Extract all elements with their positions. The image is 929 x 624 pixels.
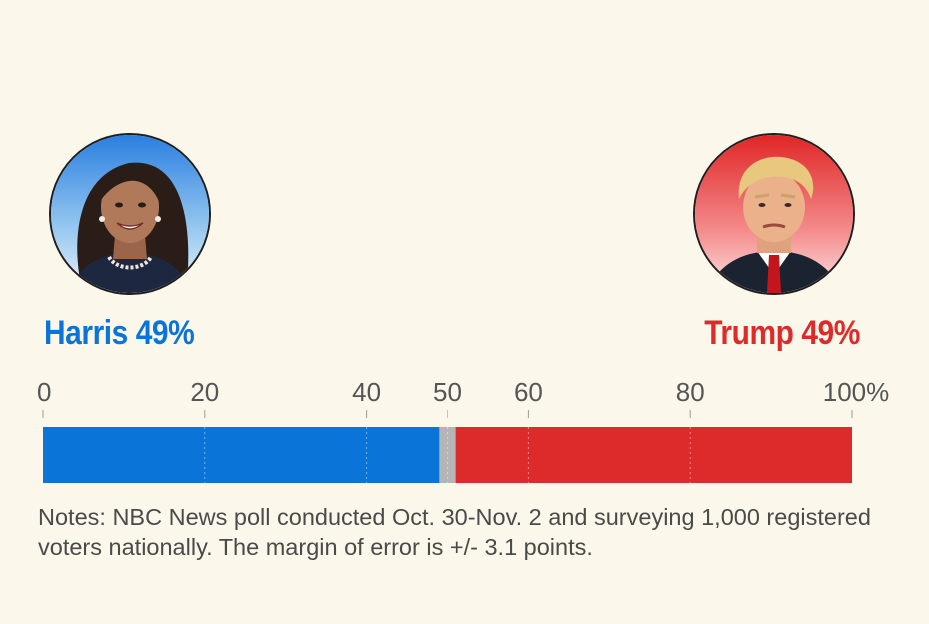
trump-portrait-icon bbox=[695, 135, 853, 293]
harris-portrait bbox=[49, 133, 211, 295]
harris-portrait-icon bbox=[51, 135, 209, 293]
poll-bar-chart: 0 20 40 50 60 80 100% bbox=[37, 377, 890, 483]
trump-result-label: Trump 49% bbox=[704, 314, 860, 352]
bar-segment-harris bbox=[43, 427, 440, 483]
tick-label-0: 0 bbox=[37, 377, 51, 407]
bar-segment-trump bbox=[455, 427, 852, 483]
tick-label-50: 50 bbox=[433, 377, 462, 407]
trump-portrait bbox=[693, 133, 855, 295]
tick-label-40: 40 bbox=[352, 377, 381, 407]
bar-segment-other-undecided bbox=[439, 427, 456, 483]
tick-label-100: 100% bbox=[823, 377, 890, 407]
harris-result-label: Harris 49% bbox=[44, 314, 195, 352]
tick-label-80: 80 bbox=[676, 377, 705, 407]
tick-label-60: 60 bbox=[514, 377, 543, 407]
notes-text: Notes: NBC News poll conducted Oct. 30-N… bbox=[38, 504, 871, 560]
tick-label-20: 20 bbox=[190, 377, 219, 407]
